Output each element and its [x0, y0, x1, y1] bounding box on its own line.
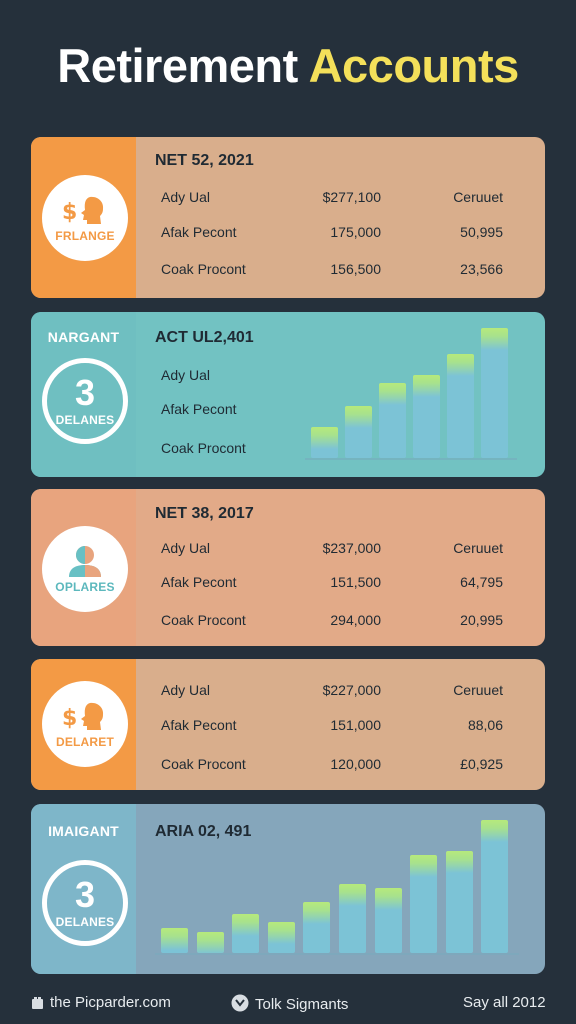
account-card-4[interactable]: $ DELARET Ady Ual $227,000 Ceruuet Afak …	[31, 659, 545, 790]
row-extra: 20,995	[460, 612, 503, 628]
card-header: NET 38, 2017	[155, 505, 254, 522]
svg-text:$: $	[62, 200, 77, 225]
account-badge: OPLARES	[42, 526, 128, 612]
account-badge: $ DELARET	[42, 681, 128, 767]
chart-bar	[339, 884, 366, 953]
row-extra: Ceruuet	[453, 682, 503, 698]
account-badge: 3 DELANES	[42, 860, 128, 946]
badge-number: 3	[74, 372, 96, 413]
account-badge: 3 DELANES	[42, 358, 128, 444]
chart-bar	[374, 888, 402, 953]
row-value: $237,000	[322, 540, 381, 556]
side-label: IMAIGANT	[48, 823, 119, 839]
account-badge: $ FRLANGE	[42, 175, 128, 261]
row-label: Ady Ual	[161, 367, 211, 383]
badge-label: DELANES	[55, 915, 115, 929]
row-extra: £0,925	[460, 756, 503, 772]
page-title: Retirement Accounts	[0, 38, 576, 93]
chart-bar	[445, 851, 473, 953]
chart-bar	[267, 922, 295, 953]
chart-baseline	[305, 458, 517, 460]
row-label: Afak Pecont	[161, 401, 237, 417]
row-label: Afak Pecont	[161, 224, 237, 240]
dollar-head-icon: $	[62, 196, 104, 225]
chart-bar	[161, 928, 188, 953]
row-value: $277,100	[322, 189, 381, 205]
person-icon	[69, 546, 101, 577]
row-label: Afak Pecont	[161, 574, 237, 590]
svg-text:$: $	[62, 706, 77, 731]
chart-bar	[345, 406, 372, 458]
row-value: 156,500	[330, 261, 381, 277]
footer-center-text: Tolk Sigmants	[255, 996, 349, 1013]
row-label: Afak Pecont	[161, 717, 237, 733]
row-extra: 50,995	[460, 224, 503, 240]
bar-chart	[305, 328, 517, 460]
row-extra: Ceruuet	[453, 540, 503, 556]
badge-number: 3	[74, 874, 96, 915]
chart-bar	[410, 855, 438, 953]
chart-baseline	[155, 953, 519, 955]
account-card-5[interactable]: IMAIGANT 3 DELANES ARIA 02, 491	[31, 804, 545, 974]
badge-label: OPLARES	[55, 580, 115, 594]
row-extra: Ceruuet	[453, 189, 503, 205]
row-label: Ady Ual	[161, 682, 211, 698]
row-label: Coak Procont	[161, 440, 246, 456]
row-value: 151,500	[330, 574, 381, 590]
row-value: 120,000	[330, 756, 381, 772]
card-header: NET 52, 2021	[155, 152, 254, 169]
row-extra: 64,795	[460, 574, 503, 590]
footer-social-link[interactable]: Tolk Sigmants	[231, 994, 348, 1013]
account-card-3[interactable]: OPLARES NET 38, 2017 Ady Ual $237,000 Ce…	[31, 489, 545, 646]
dollar-head-icon: $	[62, 702, 104, 731]
badge-label: DELANES	[55, 413, 115, 427]
row-value: 151,000	[330, 717, 381, 733]
chart-bar	[311, 427, 338, 458]
page-title-word2: Accounts	[308, 39, 520, 92]
row-value: 294,000	[330, 612, 381, 628]
chat-icon	[231, 994, 249, 1012]
row-label: Coak Procont	[161, 756, 246, 772]
chart-bar	[196, 932, 224, 953]
chart-bar	[413, 375, 440, 458]
row-label: Coak Procont	[161, 261, 246, 277]
row-value: $227,000	[322, 682, 381, 698]
footer-right-text: Say all 2012	[463, 994, 546, 1011]
badge-label: FRLANGE	[55, 229, 115, 243]
row-extra: 23,566	[460, 261, 503, 277]
footer-site-link[interactable]: the Picparder.com	[31, 994, 171, 1011]
card-header: ARIA 02, 491	[155, 823, 252, 840]
chart-bar	[481, 820, 509, 953]
footer-left-text: the Picparder.com	[50, 994, 171, 1011]
page-title-word1: Retirement	[57, 39, 298, 92]
side-label: NARGANT	[47, 329, 120, 345]
row-label: Ady Ual	[161, 540, 211, 556]
chart-bar	[232, 914, 260, 953]
chart-bar	[303, 902, 331, 953]
account-card-2[interactable]: NARGANT 3 DELANES ACT UL2,401 Ady Ual Af…	[31, 312, 545, 477]
chart-bar	[379, 383, 406, 458]
badge-label: DELARET	[55, 735, 115, 749]
row-value: 175,000	[330, 224, 381, 240]
row-label: Coak Procont	[161, 612, 246, 628]
account-card-1[interactable]: $ FRLANGE NET 52, 2021 Ady Ual $277,100 …	[31, 137, 545, 298]
row-label: Ady Ual	[161, 189, 211, 205]
chart-bar	[447, 354, 474, 458]
bar-chart	[155, 820, 519, 955]
row-extra: 88,06	[467, 717, 503, 733]
chart-bar	[481, 328, 508, 458]
device-icon	[32, 997, 43, 1009]
card-header: ACT UL2,401	[155, 329, 254, 346]
